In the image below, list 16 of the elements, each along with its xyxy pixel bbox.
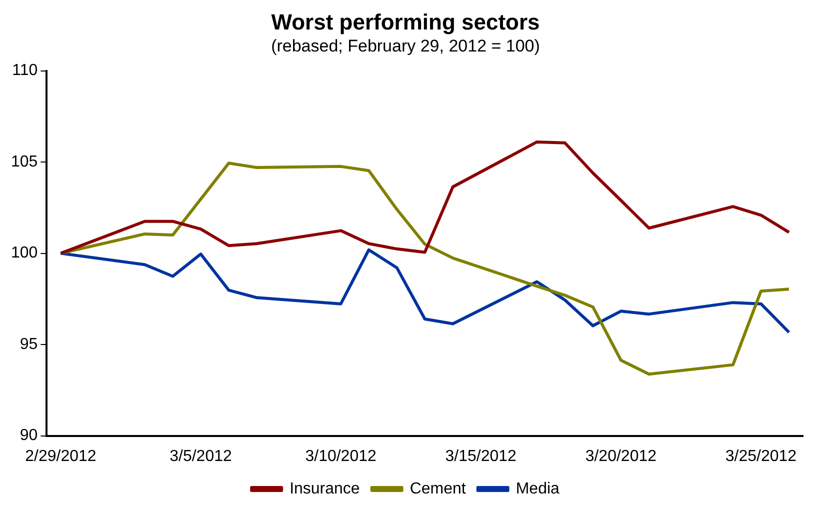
y-tick-label: 100: [10, 244, 38, 262]
y-tick-label: 90: [20, 427, 38, 444]
y-tick-label: 110: [12, 62, 38, 80]
x-tick-label: 3/10/2012: [305, 448, 376, 465]
legend-label: Cement: [410, 480, 466, 498]
y-tick-label: 95: [20, 336, 38, 353]
chart-subtitle: (rebased; February 29, 2012 = 100): [271, 36, 540, 56]
chart-title: Worst performing sectors: [271, 9, 540, 34]
x-tick-label: 3/15/2012: [445, 448, 517, 465]
legend-label: Insurance: [290, 480, 360, 498]
legend-label: Media: [516, 480, 560, 498]
x-tick-label: 3/5/2012: [170, 448, 232, 465]
y-tick-label: 105: [10, 153, 38, 170]
x-tick-label: 3/25/2012: [725, 448, 797, 465]
x-tick-label: 3/20/2012: [585, 448, 657, 465]
x-tick-label: 2/29/2012: [25, 448, 96, 465]
